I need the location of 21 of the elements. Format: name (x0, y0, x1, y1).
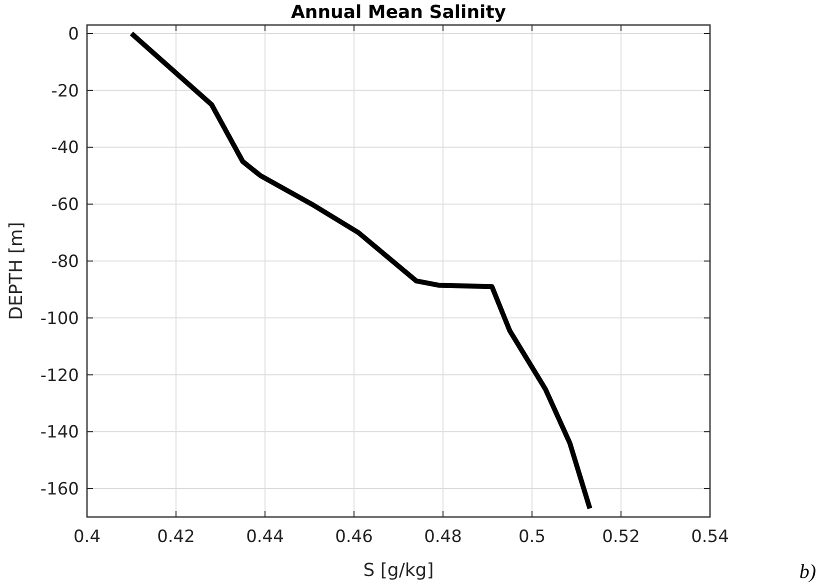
x-tick-label: 0.44 (246, 527, 284, 547)
x-tick-label: 0.5 (518, 527, 546, 547)
y-tick-label: 0 (68, 24, 79, 44)
x-tick-label: 0.42 (157, 527, 195, 547)
y-tick-label: -60 (51, 195, 79, 216)
y-tick-label: -100 (40, 308, 79, 329)
y-tick-label: -20 (51, 81, 79, 102)
y-tick-label: -120 (40, 366, 79, 386)
text: b) (799, 561, 816, 583)
x-tick-label: 0.4 (73, 527, 101, 547)
chart-title: Annual Mean Salinity (290, 2, 506, 23)
y-tick-label: -160 (40, 480, 79, 500)
x-tick-label: 0.52 (602, 527, 640, 547)
y-tick-label: -40 (51, 138, 79, 158)
y-tick-label: -140 (40, 422, 79, 443)
y-tick-label: -80 (51, 252, 79, 272)
x-tick-label: 0.48 (424, 527, 462, 547)
x-axis-title: S [g/kg] (363, 560, 434, 581)
y-axis-title: DEPTH [m] (6, 222, 27, 320)
x-tick-label: 0.54 (691, 527, 729, 547)
x-tick-label: 0.46 (335, 527, 373, 547)
